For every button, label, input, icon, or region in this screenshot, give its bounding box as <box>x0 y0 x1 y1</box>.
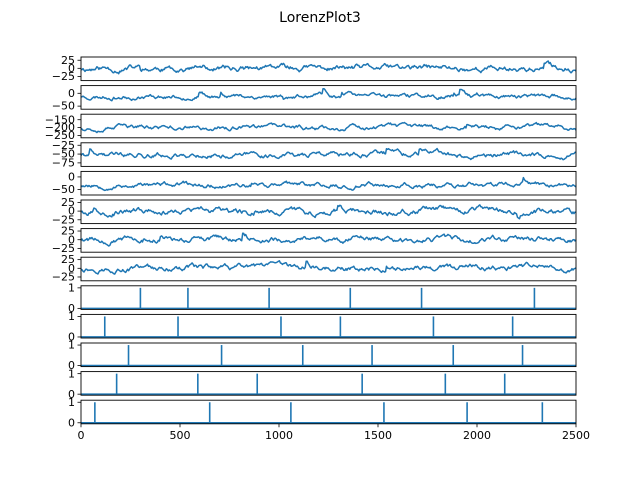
plot-area <box>81 316 576 338</box>
plot-area <box>80 147 577 161</box>
axes-frame <box>80 228 577 253</box>
x-tick-label: 1500 <box>364 429 392 442</box>
plot-area <box>81 287 576 310</box>
x-tick-label: 500 <box>170 429 191 442</box>
y-tick-label: 25 <box>61 225 75 238</box>
y-tick-label: 1 <box>68 396 75 409</box>
y-tick-label: −250 <box>45 129 75 142</box>
series-line <box>80 260 577 275</box>
plot-area <box>80 87 577 102</box>
y-tick-label: −25 <box>52 242 75 255</box>
y-tick-label: −150 <box>45 113 75 126</box>
y-tick-label: −75 <box>52 156 75 169</box>
axes-frame <box>80 142 577 167</box>
y-tick-label: 0 <box>68 205 75 218</box>
y-tick-label: −25 <box>52 139 75 152</box>
axes-frame <box>80 313 577 339</box>
plot-area <box>80 260 577 275</box>
subplot-3: −250−200−150 <box>45 113 577 142</box>
subplot-4: −75−50−25 <box>52 139 577 169</box>
plot-area <box>80 232 577 247</box>
axes-frame <box>80 342 577 368</box>
y-tick-label: 0 <box>68 359 75 372</box>
axes-frame <box>80 285 577 310</box>
y-tick-label: 0 <box>68 331 75 344</box>
y-tick-label: 25 <box>61 253 75 266</box>
y-tick-label: 0 <box>68 302 75 315</box>
plot-area <box>80 176 577 192</box>
plot-area <box>81 345 576 367</box>
y-tick-label: 0 <box>68 62 75 75</box>
subplot-5: −500 <box>52 170 577 196</box>
subplot-10: 01 <box>68 310 577 344</box>
y-tick-label: 25 <box>61 54 75 67</box>
y-tick-label: 25 <box>61 196 75 209</box>
subplot-stack: −25025−500−250−200−150−75−50−25−500−2502… <box>45 54 590 442</box>
subplot-9: 01 <box>68 281 577 315</box>
x-tick-label: 2000 <box>463 429 491 442</box>
axes-frame <box>80 371 577 396</box>
axes-frame <box>80 256 577 282</box>
y-tick-label: −25 <box>52 213 75 226</box>
series-line <box>80 232 577 247</box>
series-line <box>80 204 577 220</box>
x-tick-label: 0 <box>78 429 85 442</box>
plot-area <box>80 121 577 134</box>
axes-frame <box>80 199 577 225</box>
y-tick-label: −25 <box>52 271 75 284</box>
subplot-13: 0 1 0 500 1000 1500 2000 2500 <box>68 396 590 442</box>
series-line <box>80 60 577 75</box>
x-tick-label: 2500 <box>562 429 590 442</box>
plot-area <box>80 60 577 75</box>
series-line <box>80 176 577 192</box>
axes-frame <box>80 85 577 110</box>
subplot-12: 01 <box>68 367 577 401</box>
y-tick-label: 0 <box>68 87 75 100</box>
y-tick-label: −200 <box>45 121 75 134</box>
axes-frame <box>80 113 577 139</box>
series-line <box>80 87 577 102</box>
axes-frame <box>80 170 577 196</box>
x-tick-label: 1000 <box>265 429 293 442</box>
plot-area <box>80 204 577 220</box>
axes-frame <box>80 399 577 425</box>
y-tick-label: −50 <box>52 183 75 196</box>
series-line <box>80 121 577 134</box>
y-tick-label: 0 <box>68 171 75 184</box>
y-tick-label: 0 <box>68 233 75 246</box>
series-line <box>80 147 577 161</box>
y-tick-label: −25 <box>52 70 75 83</box>
y-tick-label: −50 <box>52 148 75 161</box>
plot-area <box>81 402 576 424</box>
y-tick-label: 0 <box>68 262 75 275</box>
y-tick-label: 1 <box>68 281 75 294</box>
y-tick-label: 1 <box>68 310 75 323</box>
y-tick-label: −50 <box>52 100 75 113</box>
figure-title: LorenzPlot3 <box>279 10 361 26</box>
y-tick-label: 1 <box>68 339 75 352</box>
axes-frame <box>80 56 577 82</box>
subplot-2: −500 <box>52 85 577 113</box>
plot-area <box>81 373 576 395</box>
y-tick-label: 0 <box>68 388 75 401</box>
y-tick-label: 1 <box>68 367 75 380</box>
subplot-11: 01 <box>68 339 577 372</box>
y-tick-label: 0 <box>68 416 75 429</box>
